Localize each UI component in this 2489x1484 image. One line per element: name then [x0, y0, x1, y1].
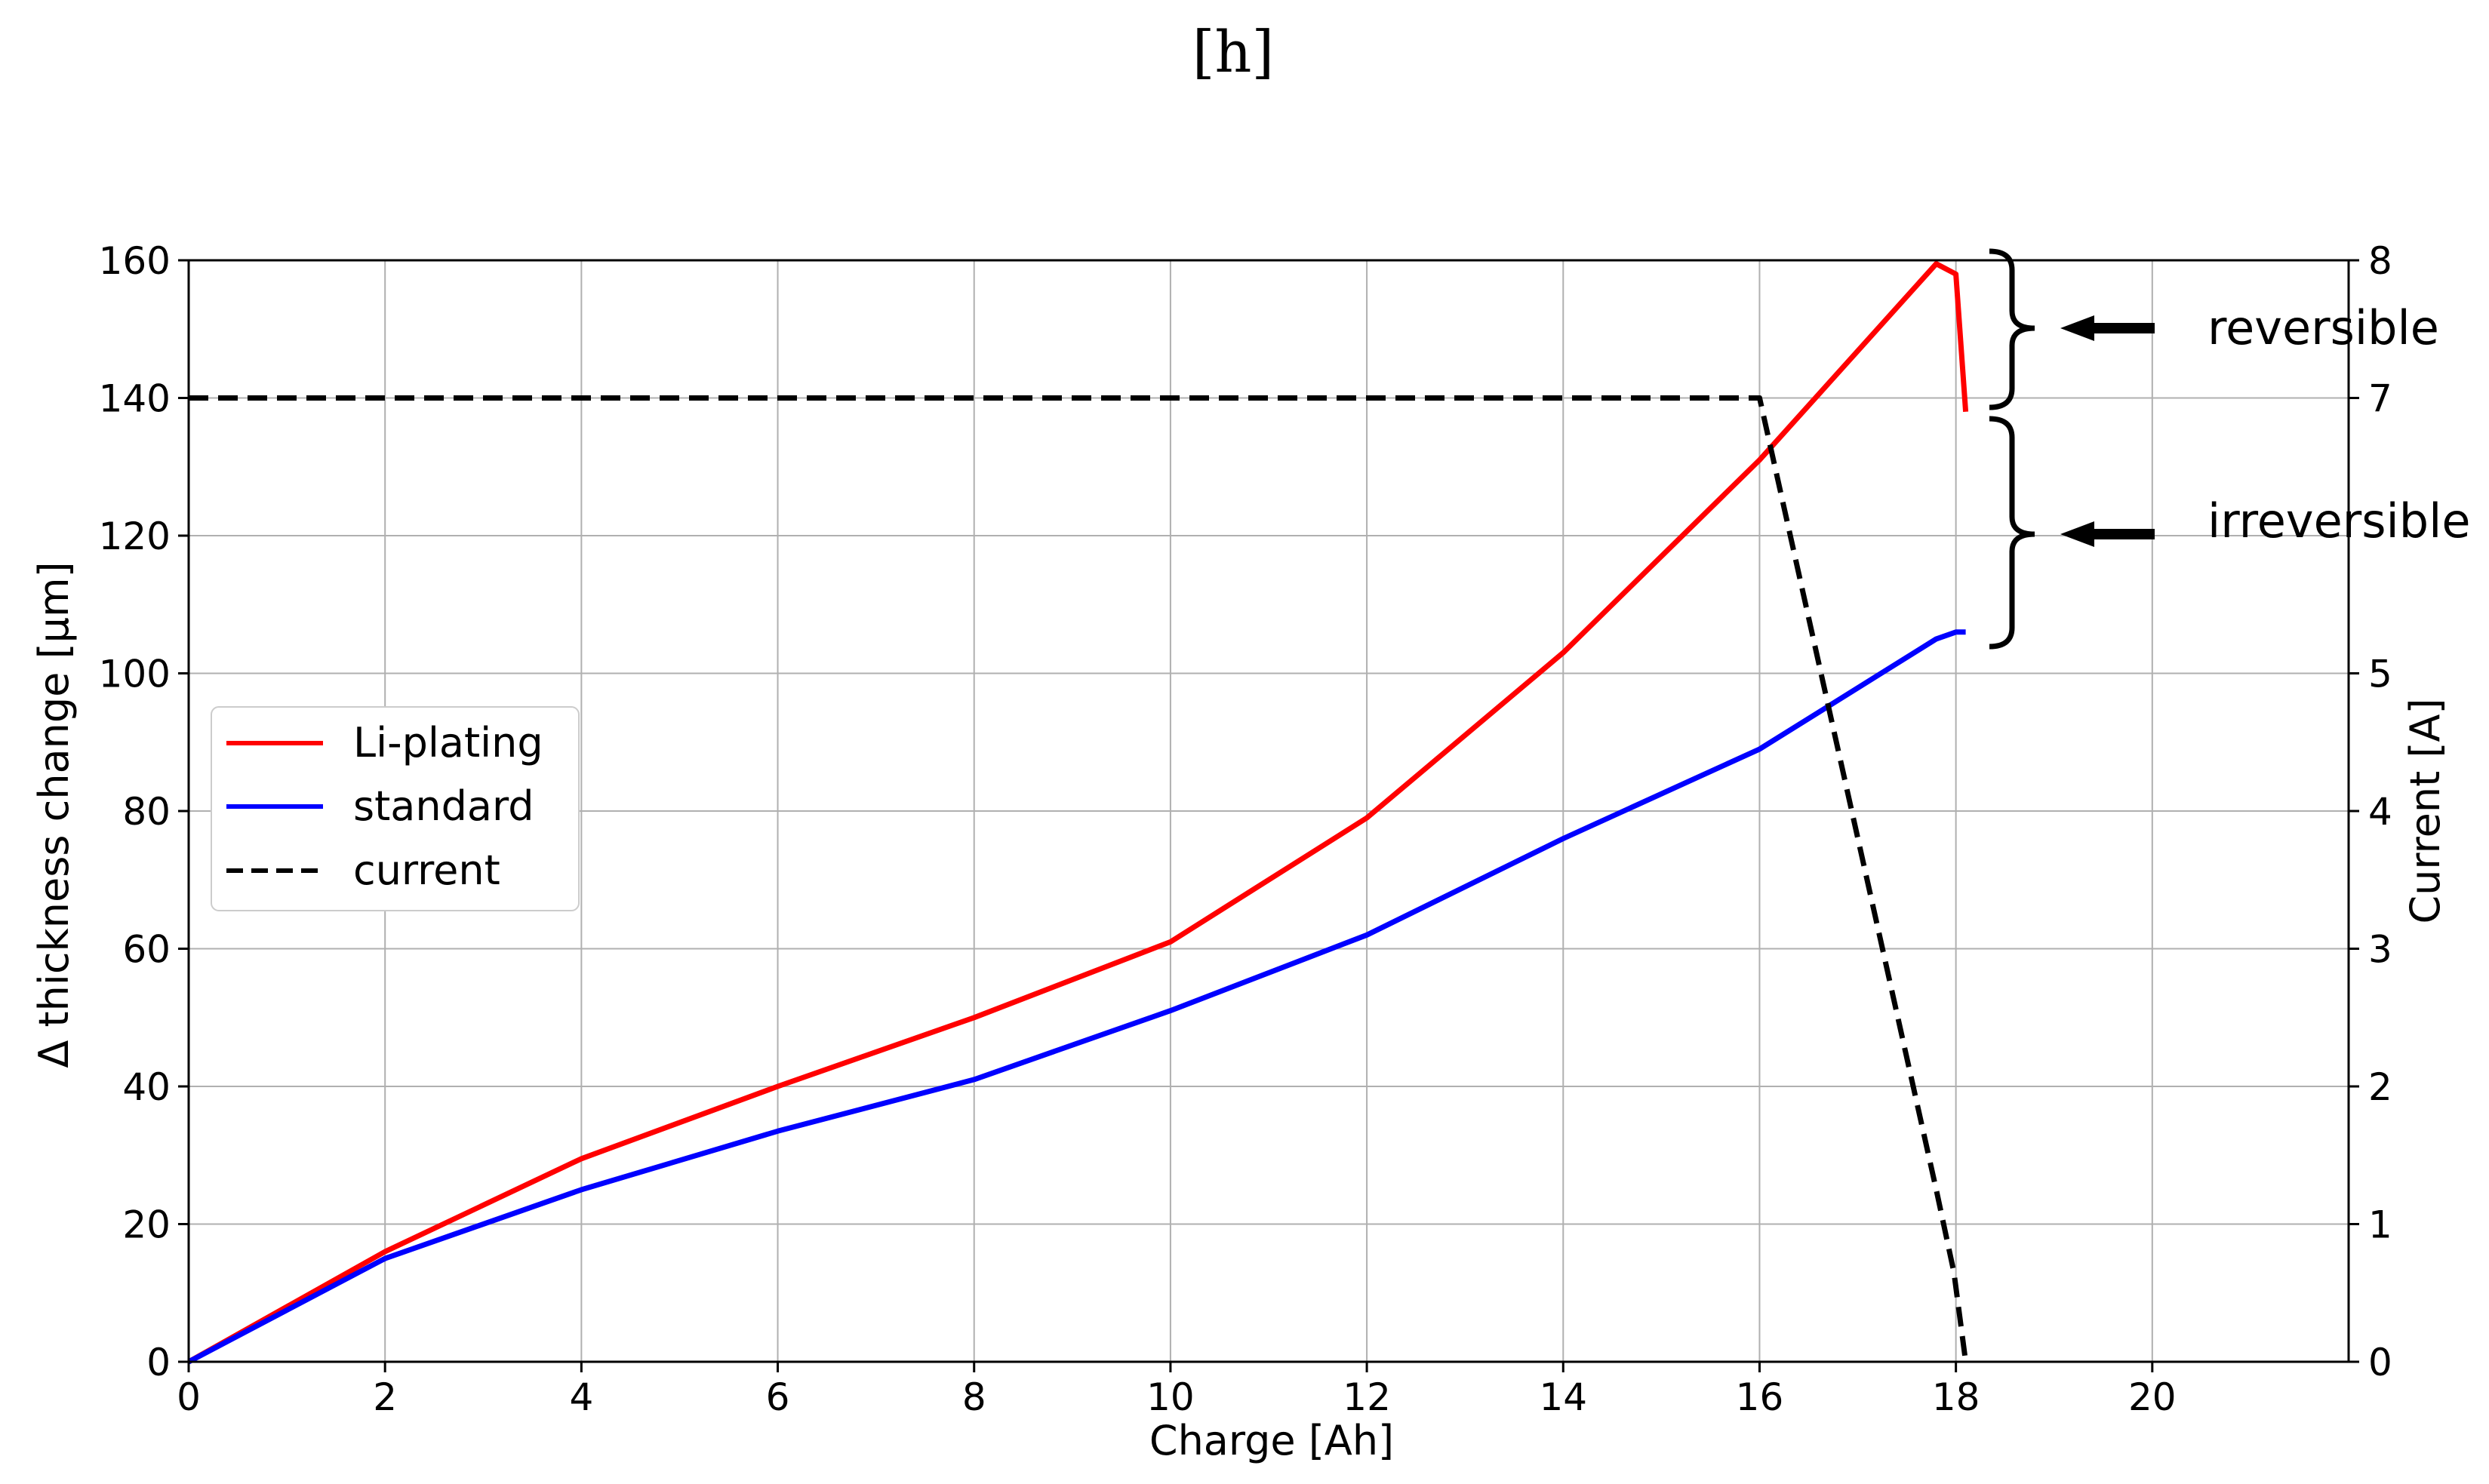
y-tick-label: 160 [99, 239, 171, 283]
series-line-li-plating [187, 261, 1969, 1365]
x-tick-label: 0 [177, 1375, 201, 1419]
y-tick-label: 80 [122, 790, 171, 834]
legend-label-li-plating: Li-plating [353, 719, 543, 767]
y2-tick-label: 4 [2368, 790, 2392, 834]
series-line-current [189, 395, 1969, 1363]
legend-label-current: current [353, 846, 500, 894]
annotation-reversible: reversible [2207, 300, 2439, 355]
y2-tick-label: 1 [2368, 1203, 2392, 1247]
legend-label-standard: standard [353, 782, 534, 830]
legend-box [211, 706, 580, 911]
y2-tick-label: 8 [2368, 239, 2392, 283]
series-line-standard [187, 629, 1966, 1365]
x-tick-label: 4 [569, 1375, 593, 1419]
series-layer [187, 261, 1969, 1365]
y-tick-label: 0 [146, 1341, 171, 1384]
y2-axis-title: Current [A] [2401, 698, 2449, 923]
panel-label: [h] [1192, 18, 1274, 85]
x-tick-label: 12 [1343, 1375, 1391, 1419]
annotation-irreversible: irreversible [2207, 493, 2470, 548]
arrow-irreversible [2060, 521, 2155, 547]
y2-tick-label: 3 [2368, 928, 2392, 972]
x-tick-label: 8 [962, 1375, 986, 1419]
y-axis-title: Δ thickness change [μm] [30, 561, 78, 1068]
x-tick-label: 10 [1146, 1375, 1195, 1419]
x-tick-label: 18 [1932, 1375, 1980, 1419]
y-tick-label: 60 [122, 928, 171, 972]
brace-reversible [1989, 248, 2035, 410]
y-tick-label: 120 [99, 515, 171, 558]
x-tick-label: 6 [766, 1375, 790, 1419]
y2-tick-label: 2 [2368, 1065, 2392, 1109]
x-axis-title: Charge [Ah] [1149, 1417, 1394, 1464]
grid-layer [189, 260, 2349, 1362]
y-tick-label: 100 [99, 653, 171, 696]
y2-tick-label: 0 [2368, 1341, 2392, 1384]
arrow-reversible [2060, 315, 2155, 341]
annotations: reversible irreversible [1989, 248, 2470, 650]
legend: Li-plating standard current [211, 706, 580, 911]
x-tick-label: 14 [1539, 1375, 1587, 1419]
y-tick-label: 20 [122, 1203, 171, 1247]
tick-layer: 0 2 4 6 8 10 12 14 16 18 2002040608010012014016001… [99, 239, 2392, 1419]
y2-tick-label: 7 [2368, 377, 2392, 421]
y-tick-label: 140 [99, 377, 171, 421]
brace-irreversible [1989, 416, 2035, 650]
y-tick-label: 40 [122, 1065, 171, 1109]
x-tick-label: 16 [1736, 1375, 1784, 1419]
x-tick-label: 2 [373, 1375, 397, 1419]
y2-tick-label: 5 [2368, 653, 2392, 696]
x-tick-label: 20 [2128, 1375, 2177, 1419]
